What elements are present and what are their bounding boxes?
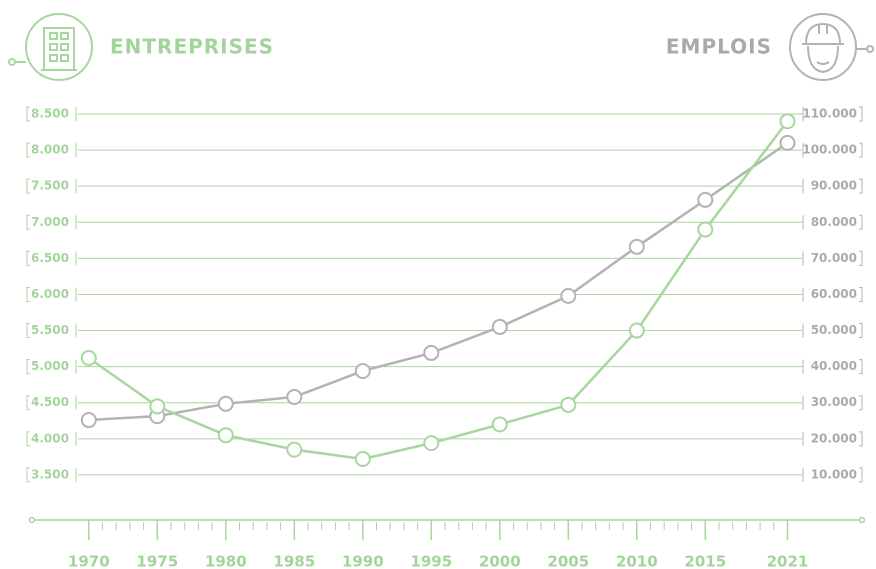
tick-bracket <box>26 431 77 447</box>
x-tick-label: 1970 <box>68 553 110 569</box>
series-line <box>88 141 789 422</box>
data-point <box>80 412 97 429</box>
data-point <box>354 362 371 379</box>
x-tick-label: 2015 <box>684 553 726 569</box>
tick-bracket <box>802 323 863 339</box>
data-point <box>286 388 303 405</box>
tick-bracket <box>802 359 863 375</box>
y2-tick-label: 90.000 <box>811 179 857 193</box>
y2-tick-label: 10.000 <box>811 467 857 481</box>
data-point <box>423 344 440 361</box>
y2-tick-label: 80.000 <box>811 215 857 229</box>
data-point <box>560 396 577 413</box>
y2-tick-label: 20.000 <box>811 431 857 445</box>
data-point <box>286 441 303 458</box>
data-point <box>217 427 234 444</box>
data-point <box>354 451 371 468</box>
x-tick-label: 1995 <box>410 553 452 569</box>
y-tick-label: 7.000 <box>31 215 69 229</box>
tick-bracket <box>26 142 77 158</box>
y2-tick-label: 100.000 <box>802 143 857 157</box>
y-tick-label: 4.500 <box>31 395 69 409</box>
enterprise-icon <box>8 13 93 81</box>
data-point <box>628 238 645 255</box>
y-tick-label: 7.500 <box>31 179 69 193</box>
tick-bracket <box>802 214 863 230</box>
y-tick-label: 8.000 <box>31 143 69 157</box>
tick-bracket <box>26 359 77 375</box>
tick-bracket <box>26 467 77 483</box>
x-tick-label: 1990 <box>342 553 384 569</box>
x-axis-line <box>28 516 866 524</box>
x-tick-label: 2021 <box>767 553 809 569</box>
y-tick-label: 4.000 <box>31 431 69 445</box>
data-point <box>423 435 440 452</box>
tick-bracket <box>802 142 863 158</box>
series-heading: ENTREPRISES <box>110 35 274 59</box>
y-tick-label: 5.000 <box>31 359 69 373</box>
y2-tick-label: 40.000 <box>811 359 857 373</box>
data-point <box>217 395 234 412</box>
y2-tick-label: 60.000 <box>811 287 857 301</box>
tick-bracket <box>26 106 77 122</box>
y2-tick-label: 50.000 <box>811 323 857 337</box>
y-tick-label: 6.000 <box>31 287 69 301</box>
data-point <box>697 191 714 208</box>
tick-bracket <box>802 431 863 447</box>
series-heading: EMPLOIS <box>666 35 772 59</box>
x-tick-label: 1980 <box>205 553 247 569</box>
tick-bracket <box>26 214 77 230</box>
tick-bracket <box>802 250 863 266</box>
tick-bracket <box>26 250 77 266</box>
x-tick-label: 2000 <box>479 553 521 569</box>
x-tick-label: 2005 <box>547 553 589 569</box>
tick-bracket <box>26 178 77 194</box>
data-point <box>560 287 577 304</box>
tick-bracket <box>26 286 77 302</box>
x-tick-label: 2010 <box>616 553 658 569</box>
y-tick-label: 5.500 <box>31 323 69 337</box>
data-point <box>779 113 796 130</box>
y2-tick-label: 110.000 <box>802 107 857 121</box>
y2-tick-label: 30.000 <box>811 395 857 409</box>
tick-bracket <box>802 178 863 194</box>
data-point <box>628 322 645 339</box>
tick-bracket <box>802 467 863 483</box>
x-tick-label: 1985 <box>273 553 315 569</box>
y-tick-label: 8.500 <box>31 107 69 121</box>
y-tick-label: 6.500 <box>31 251 69 265</box>
data-point <box>80 349 97 366</box>
y2-tick-label: 70.000 <box>811 251 857 265</box>
tick-bracket <box>802 286 863 302</box>
tick-bracket <box>802 395 863 411</box>
data-point <box>149 398 166 415</box>
data-point <box>779 134 796 151</box>
tick-bracket <box>26 323 77 339</box>
data-point <box>697 221 714 238</box>
worker-icon <box>789 13 874 81</box>
data-point <box>491 318 508 335</box>
x-tick-label: 1975 <box>136 553 178 569</box>
tick-bracket <box>802 106 863 122</box>
y-tick-label: 3.500 <box>31 467 69 481</box>
data-point <box>491 416 508 433</box>
tick-bracket <box>26 395 77 411</box>
